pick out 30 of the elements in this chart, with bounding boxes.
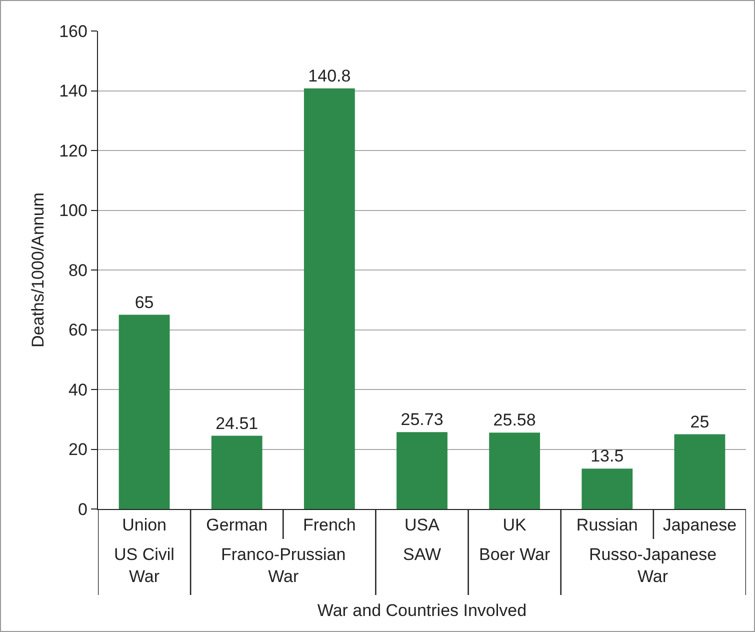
y-tick-label: 100: [59, 201, 88, 220]
data-label: 25.73: [400, 410, 444, 430]
x-tick-label: Japanese: [662, 516, 737, 535]
data-label: 24.51: [216, 414, 258, 433]
x-axis-title: War and Countries Involved: [317, 600, 527, 620]
y-tick-label: 0: [78, 500, 88, 519]
y-tick-label: 140: [59, 82, 88, 101]
y-tick-label: 160: [59, 22, 88, 41]
x-tick-label: German: [206, 516, 268, 535]
y-tick-label: 80: [68, 260, 88, 280]
text: US Civil War: [114, 545, 174, 586]
x-tick-label: UK: [502, 516, 528, 535]
text: Boer War: [479, 545, 550, 564]
y-tick-label: 120: [59, 141, 88, 160]
data-label: 13.5: [590, 446, 624, 466]
text: SAW: [403, 545, 442, 564]
x-tick-label: Union: [122, 516, 166, 535]
x-tick-label: Russian: [576, 516, 638, 535]
y-tick-label: 60: [68, 320, 88, 340]
y-axis-title: Deaths/1000/Annum: [28, 192, 48, 348]
y-tick-label: 40: [68, 380, 88, 400]
x-tick-label: USA: [404, 516, 440, 535]
x-tick-label: French: [302, 516, 356, 535]
y-tick-label: 20: [68, 440, 88, 460]
data-label: 25.58: [493, 410, 536, 430]
data-label: 25: [690, 412, 710, 432]
text: Russo-Japanese War: [589, 545, 717, 586]
data-label: 140.8: [308, 66, 351, 86]
data-label: 65: [134, 292, 154, 312]
text: Franco-Prussian War: [221, 545, 346, 586]
